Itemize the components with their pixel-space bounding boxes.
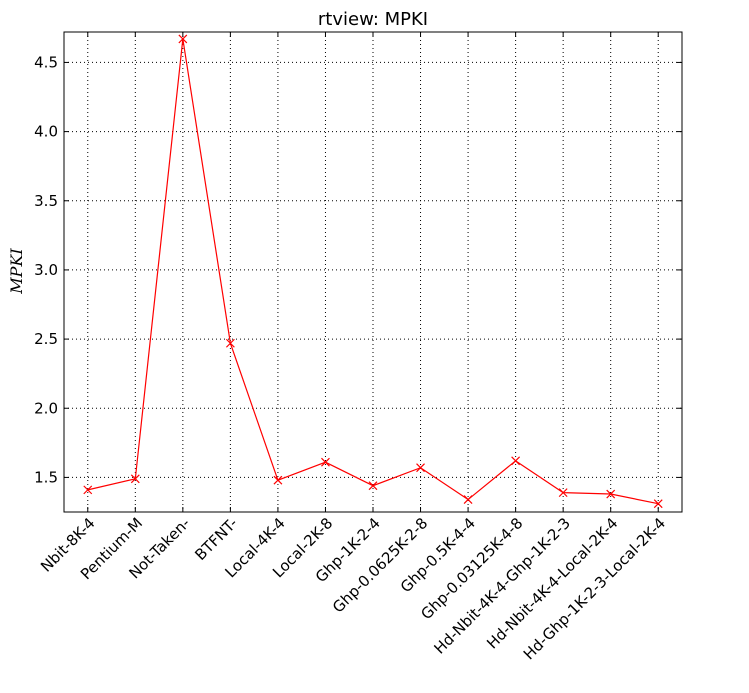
data-point-marker bbox=[558, 488, 568, 498]
data-point-marker bbox=[321, 457, 330, 467]
y-tick-label: 1.5 bbox=[34, 468, 58, 486]
y-tick-labels: 1.5 2.0 2.5 3.0 3.5 4.0 4.5 bbox=[34, 53, 58, 486]
data-point-marker bbox=[178, 34, 188, 44]
data-point-marker bbox=[83, 485, 93, 495]
grid-lines bbox=[64, 32, 682, 512]
x-tick-labels: Nbit-8K-4Pentium-MNot-Taken-BTFNT-Local-… bbox=[37, 514, 669, 663]
y-tick-label: 4.0 bbox=[34, 123, 58, 141]
data-point-marker bbox=[606, 489, 616, 499]
markers-group bbox=[83, 34, 663, 509]
data-point-marker bbox=[416, 463, 425, 473]
data-point-marker bbox=[130, 474, 140, 484]
y-tick-label: 3.5 bbox=[34, 192, 58, 210]
y-tick-label: 3.0 bbox=[34, 261, 58, 279]
data-point-marker bbox=[225, 338, 235, 348]
data-point-marker bbox=[273, 475, 283, 485]
data-point-marker bbox=[463, 495, 473, 504]
y-axis-label: MPKI bbox=[7, 248, 26, 295]
data-point-marker bbox=[653, 499, 663, 509]
chart-title: rtview: MPKI bbox=[318, 9, 428, 30]
y-tick-label: 2.0 bbox=[34, 399, 58, 417]
data-point-marker bbox=[368, 481, 378, 491]
axis-ticks bbox=[64, 32, 682, 512]
data-point-marker bbox=[511, 456, 521, 466]
y-tick-label: 2.5 bbox=[34, 330, 58, 348]
y-tick-label: 4.5 bbox=[34, 53, 58, 71]
